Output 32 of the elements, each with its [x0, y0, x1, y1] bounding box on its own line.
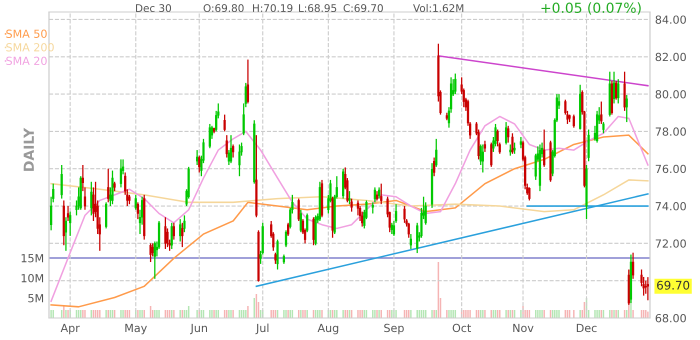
x-tick-label: Apr [60, 324, 80, 334]
y-tick-label: 74.00 [656, 202, 686, 210]
y2-tick-label: 5M [28, 294, 44, 302]
x-tick-label: Oct [452, 324, 471, 332]
legend-label: SMA 20 [6, 56, 47, 66]
y-tick-label: 76.00 [656, 164, 686, 174]
annotation: 69.70 [657, 280, 690, 290]
y2-tick-label: 10M [22, 274, 44, 282]
y-tick-label: 78.00 [656, 127, 686, 136]
x-tick-label: Jun [190, 324, 207, 334]
annotation: Vol:1.62M [413, 4, 464, 12]
annotation: C:69.70 [344, 4, 383, 12]
y-tick-label: 72.00 [656, 239, 686, 248]
x-tick-label: Jul [255, 324, 268, 334]
x-tick-label: Dec [576, 324, 597, 332]
annotation: O:69.80 [204, 4, 244, 12]
text: DAILY [24, 128, 34, 171]
x-tick-label: Nov [513, 324, 534, 332]
x-tick-label: Sep [384, 324, 404, 334]
y-tick-label: 68.00 [656, 314, 686, 322]
legend-label: SMA 50 [6, 30, 47, 38]
y2-tick-label: 15M [22, 254, 44, 262]
annotation: L:68.95 [299, 4, 336, 12]
y-tick-label: 80.00 [656, 90, 686, 98]
legend-label: SMA 200 [6, 43, 54, 52]
x-tick-label: May [125, 324, 147, 334]
annotation: +0.05 (0.07%) [541, 2, 641, 15]
x-tick-label: Aug [318, 324, 338, 334]
y-tick-label: 82.00 [656, 52, 686, 62]
annotation: H:70.19 [253, 4, 292, 12]
annotation: Dec 30 [136, 4, 172, 12]
y-tick-label: 84.00 [656, 15, 686, 24]
